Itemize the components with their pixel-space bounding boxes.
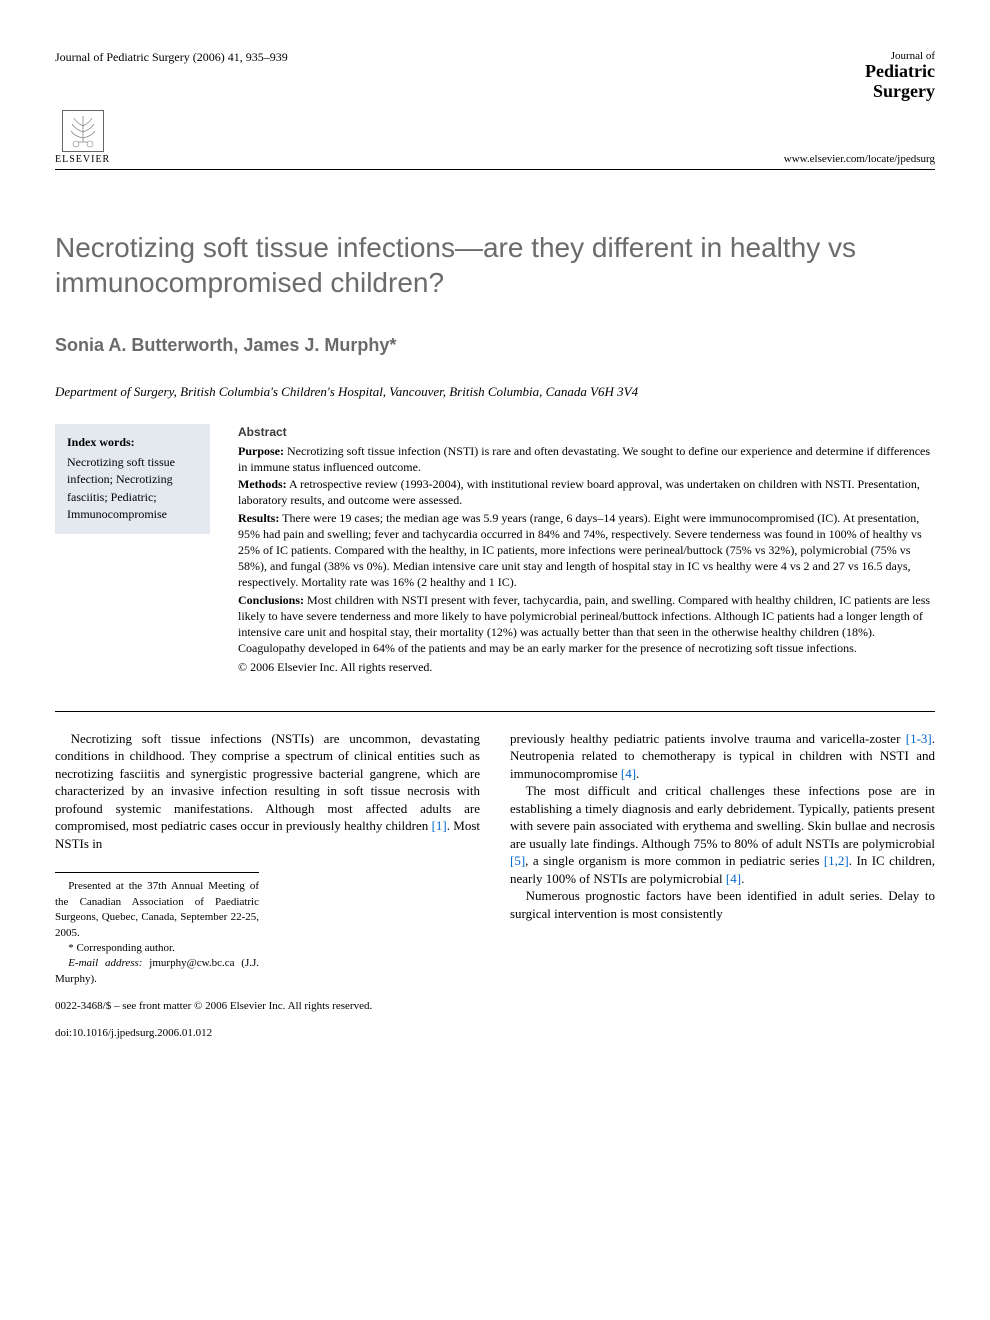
footnote-email: E-mail address: jmurphy@cw.bc.ca (J.J. M…	[55, 956, 259, 987]
logo-row: ELSEVIER www.elsevier.com/locate/jpedsur…	[55, 110, 935, 170]
doi-line: doi:10.1016/j.jpedsurg.2006.01.012	[55, 1026, 480, 1041]
article-title: Necrotizing soft tissue infections—are t…	[55, 230, 935, 300]
purpose-label: Purpose:	[238, 444, 284, 458]
abstract-copyright: © 2006 Elsevier Inc. All rights reserved…	[238, 659, 935, 675]
footnote-presented: Presented at the 37th Annual Meeting of …	[55, 879, 259, 941]
elsevier-tree-icon	[62, 110, 104, 152]
abstract-conclusions: Conclusions: Most children with NSTI pre…	[238, 592, 935, 657]
abstract-purpose: Purpose: Necrotizing soft tissue infecti…	[238, 443, 935, 475]
body-para-1-cont: previously healthy pediatric patients in…	[510, 730, 935, 783]
results-label: Results:	[238, 511, 279, 525]
publisher-name: ELSEVIER	[55, 154, 110, 165]
issn-line: 0022-3468/$ – see front matter © 2006 El…	[55, 999, 480, 1014]
authors: Sonia A. Butterworth, James J. Murphy*	[55, 335, 935, 356]
methods-text: A retrospective review (1993-2004), with…	[238, 477, 920, 507]
elsevier-logo: ELSEVIER	[55, 110, 110, 165]
purpose-text: Necrotizing soft tissue infection (NSTI)…	[238, 444, 930, 474]
conclusions-text: Most children with NSTI present with fev…	[238, 593, 930, 656]
journal-branding: Journal of Pediatric Surgery	[865, 50, 935, 102]
footnote-corresponding: * Corresponding author.	[55, 941, 259, 956]
ref-link-4a[interactable]: [4]	[621, 766, 636, 781]
results-text: There were 19 cases; the median age was …	[238, 511, 922, 590]
section-divider	[55, 711, 935, 712]
abstract-row: Index words: Necrotizing soft tissue inf…	[55, 424, 935, 676]
footnotes: Presented at the 37th Annual Meeting of …	[55, 872, 259, 987]
email-label: E-mail address:	[68, 957, 142, 969]
journal-url: www.elsevier.com/locate/jpedsurg	[784, 153, 935, 165]
index-words-box: Index words: Necrotizing soft tissue inf…	[55, 424, 210, 534]
abstract-column: Abstract Purpose: Necrotizing soft tissu…	[238, 424, 935, 676]
abstract-results: Results: There were 19 cases; the median…	[238, 510, 935, 591]
journal-name-line2: Surgery	[865, 82, 935, 102]
conclusions-label: Conclusions:	[238, 593, 304, 607]
index-terms: Necrotizing soft tissue infection; Necro…	[67, 454, 198, 524]
ref-link-1-2[interactable]: [1,2]	[824, 853, 849, 868]
citation: Journal of Pediatric Surgery (2006) 41, …	[55, 50, 288, 65]
methods-label: Methods:	[238, 477, 287, 491]
journal-name-line1: Pediatric	[865, 62, 935, 82]
header-row: Journal of Pediatric Surgery (2006) 41, …	[55, 50, 935, 102]
body-right-column: previously healthy pediatric patients in…	[510, 730, 935, 1041]
body-para-2: The most difficult and critical challeng…	[510, 782, 935, 887]
body-left-column: Necrotizing soft tissue infections (NSTI…	[55, 730, 480, 1041]
abstract-heading: Abstract	[238, 424, 935, 440]
index-heading: Index words:	[67, 434, 198, 451]
body-para-1: Necrotizing soft tissue infections (NSTI…	[55, 730, 480, 853]
body-columns: Necrotizing soft tissue infections (NSTI…	[55, 730, 935, 1041]
affiliation: Department of Surgery, British Columbia'…	[55, 384, 935, 400]
ref-link-4b[interactable]: [4]	[726, 871, 741, 886]
ref-link-1[interactable]: [1]	[432, 818, 447, 833]
ref-link-1-3[interactable]: [1-3]	[906, 731, 932, 746]
abstract-methods: Methods: A retrospective review (1993-20…	[238, 476, 935, 508]
body-para-3: Numerous prognostic factors have been id…	[510, 887, 935, 922]
ref-link-5[interactable]: [5]	[510, 853, 525, 868]
